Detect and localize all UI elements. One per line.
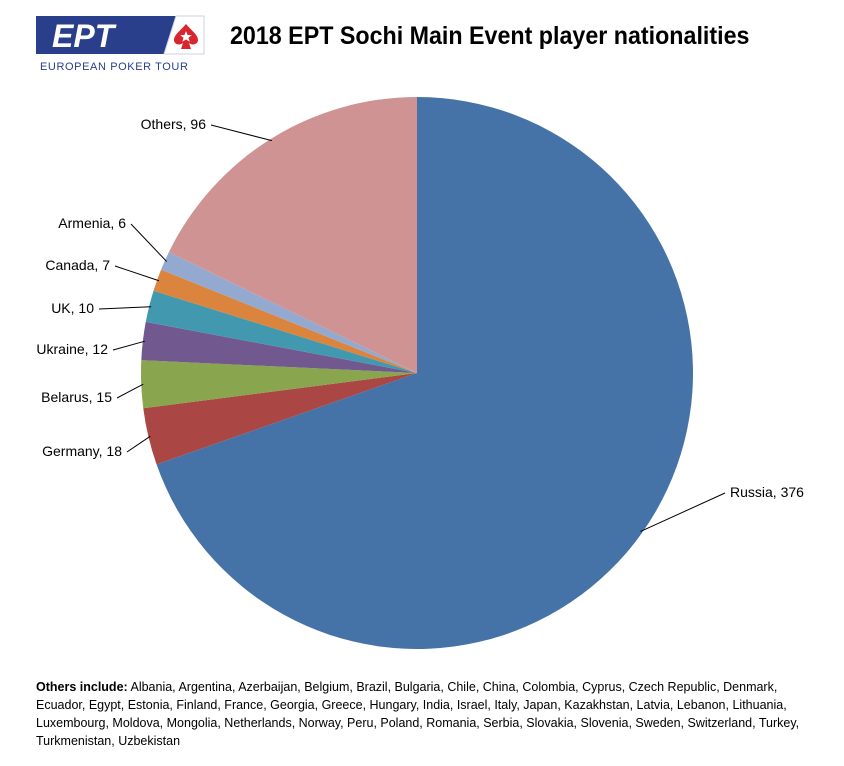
logo-wordmark: EPT <box>52 18 117 54</box>
pie-slice-canada <box>153 269 417 373</box>
pie-slice-russia <box>156 97 693 649</box>
leader-line-germany <box>126 435 151 453</box>
data-label-belarus: Belarus, 15 <box>41 389 112 405</box>
pie-slice-germany <box>143 373 418 465</box>
footnote-text: Albania, Argentina, Azerbaijan, Belgium,… <box>36 680 800 748</box>
spade-icon <box>174 24 198 49</box>
leader-line-canada <box>114 265 160 282</box>
logo-tagline: EUROPEAN POKER TOUR <box>40 61 189 73</box>
pie-slice-others <box>168 97 417 373</box>
data-label-uk: UK, 10 <box>51 300 94 316</box>
pie-chart: Russia, 376 Germany, 18 Belarus, 15 Ukraine… <box>36 97 804 649</box>
leader-line-russia <box>640 492 726 532</box>
data-label-others: Others, 96 <box>141 116 207 132</box>
leader-line-uk <box>98 306 152 310</box>
chart-title: 2018 EPT Sochi Main Event player nationa… <box>230 22 750 50</box>
data-label-ukraine: Ukraine, 12 <box>36 341 108 357</box>
leader-line-belarus <box>116 383 144 399</box>
pie-slice-belarus <box>141 360 417 409</box>
leader-line-others <box>210 124 272 142</box>
pie-slice-ukraine <box>141 321 417 373</box>
ept-logo: EPT EUROPEAN POKER TOUR <box>36 15 205 73</box>
footnote-label: Others include: <box>36 680 128 694</box>
footnote: Others include: Albania, Argentina, Azer… <box>36 678 816 750</box>
pie-slice-armenia <box>161 252 417 373</box>
data-label-germany: Germany, 18 <box>42 443 122 459</box>
leader-line-armenia <box>130 223 168 262</box>
data-label-russia: Russia, 376 <box>730 484 804 500</box>
data-label-canada: Canada, 7 <box>45 257 110 273</box>
pie-slice-uk <box>145 290 417 373</box>
data-label-armenia: Armenia, 6 <box>58 215 126 231</box>
leader-line-ukraine <box>112 340 145 351</box>
